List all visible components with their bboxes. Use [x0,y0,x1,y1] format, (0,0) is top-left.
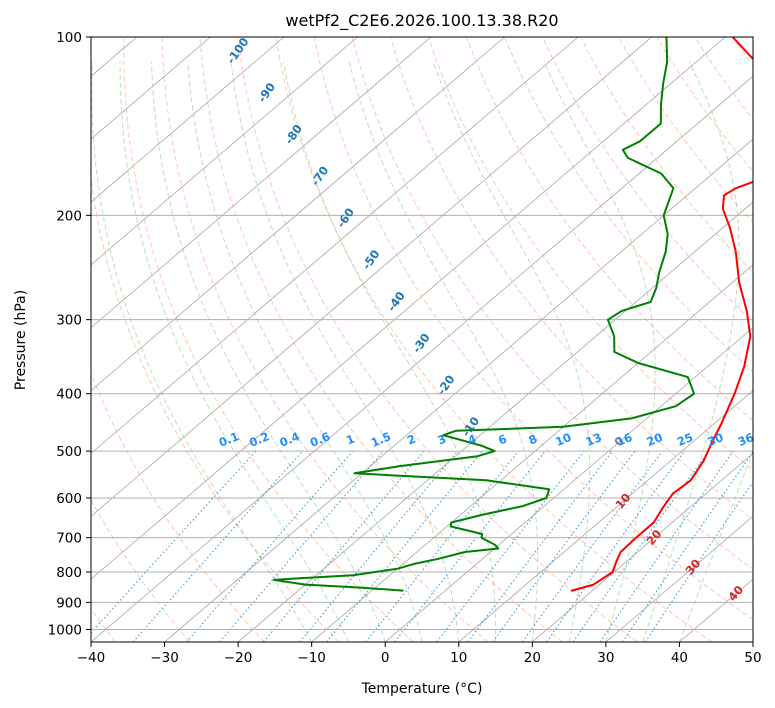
y-tick-label: 500 [56,444,82,460]
pressure-gridlines [91,37,753,630]
x-tick-label: 0 [381,650,390,666]
x-axis-label: Temperature (°C) [361,681,483,697]
x-tick-label: 40 [671,650,688,666]
mixing-ratio-line [365,450,520,642]
dry-adiabat-line [161,37,489,642]
moist-adiabat-line [230,61,460,642]
moist-adiabat-line [91,61,313,642]
isotherm-line [91,37,579,454]
isotherm-line [91,37,211,140]
dry-adiabat-line [313,37,753,620]
moist-adiabat-line [543,61,656,642]
moist-adiabat-line [432,61,591,642]
dry-adiabat-line [771,37,775,642]
dry-adiabat-line [351,37,753,570]
isotherm-line [752,641,753,642]
mixing-ratio-label: 20 [645,430,665,449]
y-tick-label: 700 [56,531,82,547]
dry-adiabat-line [91,175,340,642]
moist-adiabat-line [678,449,753,642]
dry-adiabat-line [466,37,753,422]
dry-adiabat-line [123,37,414,642]
mixing-ratio-label: 25 [675,430,695,449]
moist-adiabat-line [187,61,423,642]
isotherm-line [91,37,652,517]
mixing-ratio-line [622,451,753,642]
mixing-ratio-line [394,450,546,642]
x-tick-label: 30 [597,650,614,666]
mixing-ratio-label: 10 [553,430,573,449]
y-tick-label: 1000 [48,622,82,638]
dry-adiabat-line [199,37,563,642]
mixing-ratio-line [263,450,425,642]
mixing-ratio-line [132,450,304,642]
dewpoint-profile-line [272,37,696,592]
isotherm-line [91,37,285,203]
mixing-ratio-line [326,450,483,642]
mixing-ratio-line [572,450,710,642]
x-tick-label: 20 [524,650,541,666]
x-tick-label: −20 [224,650,253,666]
y-axis-label: Pressure (hPa) [13,290,29,390]
y-axis-ticks: 100 200 300 400 500 600 700 800 900 1000 [48,30,91,638]
mixing-ratio-label: 16 [614,430,634,449]
y-tick-label: 300 [56,313,82,329]
isotherm-line [311,264,753,642]
isotherm-line [164,138,753,642]
dry-adiabat-line [91,371,265,642]
mixing-ratio-line [91,450,257,634]
temperature-profile-line [570,37,753,592]
mixing-ratio-line [299,450,459,642]
x-axis-ticks: −40 −30 −20 −10 0 10 20 30 40 50 [77,642,762,666]
dry-adiabat-line [237,37,638,642]
x-tick-label: −10 [297,650,326,666]
isotherm-line [91,37,432,329]
background-lines [0,37,775,642]
isotherm-line [384,327,753,642]
dry-adiabat-line [504,37,753,373]
y-tick-label: 400 [56,387,82,403]
moist-adiabat-line [119,61,349,642]
x-tick-label: 10 [450,650,467,666]
mixing-ratio-line [522,450,663,642]
isotherm-line [458,390,753,642]
mixing-ratio-label: 13 [584,430,604,449]
y-tick-label: 900 [56,595,82,611]
mixing-ratio-label: 36 [736,430,756,449]
mixing-ratio-line [436,450,585,642]
y-tick-label: 100 [56,30,82,46]
chart-title: wetPf2_C2E6.2026.100.13.38.R20 [285,11,558,31]
y-tick-label: 800 [56,565,82,581]
x-tick-label: −30 [150,650,179,666]
isotherm-line [91,37,505,392]
isotherm-line [532,452,753,642]
moist-adiabat-line [151,61,386,642]
y-tick-label: 200 [56,208,82,224]
mixing-ratio-line [546,450,685,642]
isotherm-line [0,37,63,642]
x-tick-label: −40 [77,650,106,666]
moist-adiabat-line [283,61,497,642]
dry-adiabat-line [656,37,753,173]
mixing-ratio-line [219,450,384,642]
mixing-ratio-label: 30 [705,430,725,449]
isotherm-line [91,37,726,580]
x-tick-label: 50 [744,650,761,666]
y-tick-label: 600 [56,491,82,507]
moist-adiabat-line [348,61,539,642]
moist-adiabat-line [642,61,740,642]
isotherm-line [605,515,753,642]
isotherm-line [91,75,753,642]
isotherm-line [91,37,358,266]
profile-lines [272,37,753,592]
isotherm-line [237,201,753,642]
plot-frame [90,36,754,643]
dry-adiabat-line [275,37,713,642]
